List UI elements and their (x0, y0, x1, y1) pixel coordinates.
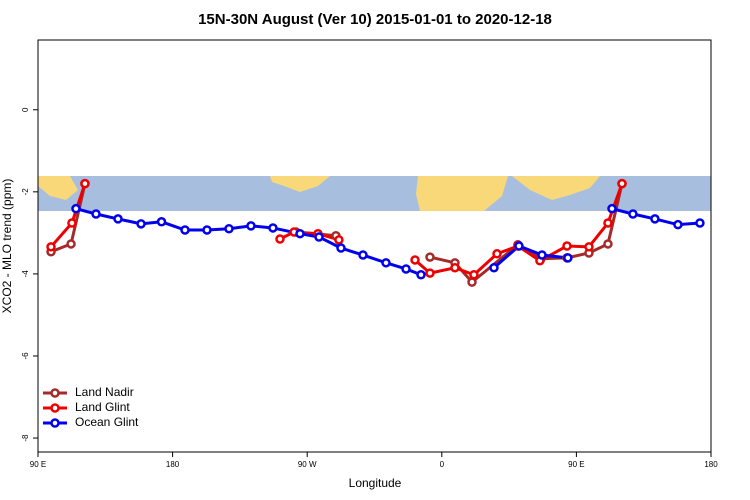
point (617, 178, 627, 189)
x-tick-label: 90 W (298, 460, 317, 469)
point (336, 243, 346, 253)
x-tick-label: 180 (166, 460, 180, 469)
point (46, 242, 56, 252)
x-axis-label: Longitude (349, 476, 402, 490)
point (603, 218, 613, 228)
point (156, 217, 167, 227)
x-tick-label: 0 (440, 460, 445, 469)
point (67, 218, 77, 228)
x-tick-label: 180 (704, 460, 718, 469)
y-tick-label: -2 (21, 188, 30, 196)
point (202, 225, 212, 235)
point (401, 264, 411, 274)
legend-marker (50, 388, 60, 398)
point (603, 239, 613, 249)
x-tick-label: 90 E (30, 460, 46, 469)
point (180, 225, 190, 235)
legend-label: Land Nadir (75, 385, 134, 399)
point (673, 219, 683, 230)
point (650, 214, 660, 224)
y-tick-label: -4 (21, 270, 30, 278)
point (563, 253, 573, 263)
point (334, 235, 344, 245)
point (628, 209, 638, 219)
point (268, 223, 278, 233)
y-axis-label: XCO2 - MLO trend (ppm) (0, 179, 14, 314)
point (537, 250, 547, 260)
point (410, 255, 420, 265)
point (489, 262, 499, 273)
legend-marker (50, 418, 60, 428)
point (136, 219, 146, 229)
legend-label: Land Glint (75, 400, 130, 414)
point (492, 249, 502, 259)
point (607, 203, 617, 214)
point (314, 232, 324, 242)
point (71, 203, 81, 214)
point (695, 218, 705, 228)
point (469, 269, 479, 280)
point (275, 234, 285, 244)
point (358, 250, 368, 260)
chart-title: 15N-30N August (Ver 10) 2015-01-01 to 20… (198, 11, 552, 28)
y-tick-label: 0 (21, 107, 30, 112)
y-tick-label: -8 (21, 434, 30, 442)
plot-frame (37, 39, 712, 453)
point (416, 269, 426, 280)
point (425, 268, 435, 278)
point (91, 209, 101, 219)
point (80, 178, 90, 189)
point (425, 252, 435, 262)
point (467, 277, 477, 287)
point (113, 214, 123, 224)
point (584, 242, 594, 252)
point (562, 241, 572, 251)
x-tick-label: 90 E (568, 460, 584, 469)
point (224, 224, 234, 234)
y-tick-label: -6 (21, 352, 30, 360)
point (66, 239, 76, 249)
point (246, 221, 256, 231)
point (450, 262, 460, 273)
point (514, 241, 524, 251)
legend-marker (50, 403, 60, 413)
map-strip (38, 176, 711, 211)
legend-label: Ocean Glint (75, 415, 139, 429)
point (295, 228, 305, 239)
point (381, 258, 391, 268)
